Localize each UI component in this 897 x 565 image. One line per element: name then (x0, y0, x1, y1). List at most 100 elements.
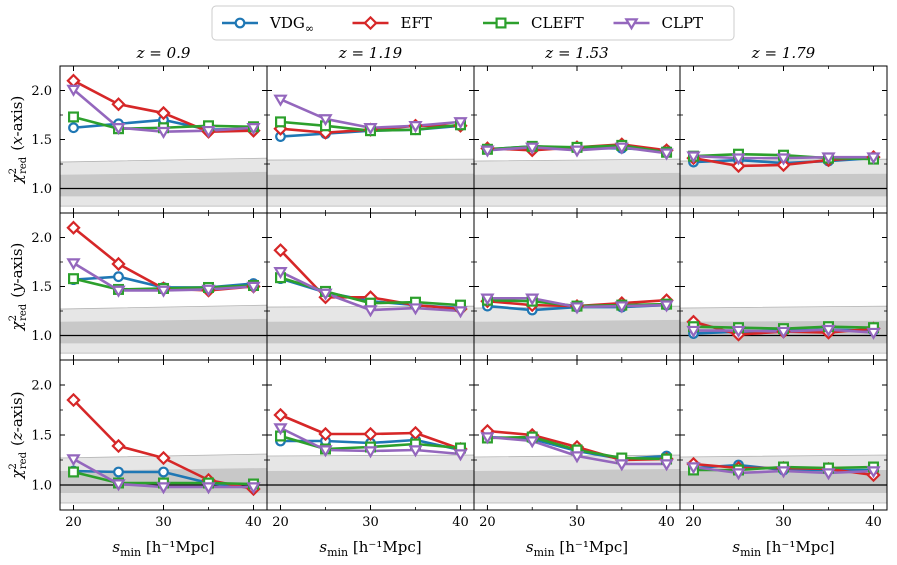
data-point-triangle-down (156, 285, 171, 298)
data-point-square (275, 116, 287, 128)
data-point-triangle-down (408, 121, 423, 134)
data-point-triangle-down (480, 293, 495, 306)
data-point-triangle-down (686, 325, 701, 338)
data-point-triangle-down (111, 479, 126, 492)
panel-r3-c4: 20 30 40 (679, 359, 888, 530)
x-tick-label: 30 (775, 515, 792, 530)
data-point-triangle-down (156, 126, 171, 140)
data-point-triangle-down (776, 326, 791, 339)
data-point-triangle-down (659, 459, 674, 472)
y-tick-label: 1.0 (31, 329, 52, 344)
data-point-triangle-down (525, 436, 540, 449)
data-point-triangle-down (111, 285, 126, 298)
legend-item: CLPT (613, 14, 704, 32)
data-point-triangle-down (821, 468, 836, 481)
data-point-triangle-down (453, 117, 468, 130)
legend-marker-triangle-down (624, 18, 639, 31)
data-point-circle (158, 466, 169, 478)
data-point-diamond (363, 426, 378, 442)
y-tick-label: 1.0 (31, 182, 52, 197)
legend-label: CLEFT (531, 14, 584, 32)
y-tick-label: 2.0 (31, 379, 52, 394)
panel-r3-c2: 20 30 40 (266, 359, 475, 530)
data-point-triangle-down (273, 267, 288, 280)
legend-marker-square (495, 17, 507, 29)
x-tick-label: 40 (865, 515, 882, 530)
data-point-circle (113, 466, 124, 478)
legend-label: CLPT (662, 14, 704, 32)
data-point-triangle-down (66, 454, 81, 467)
data-point-triangle-down (776, 466, 791, 479)
data-point-triangle-down (318, 288, 333, 301)
band-inner (474, 172, 680, 197)
band-inner (267, 320, 474, 344)
data-point-triangle-down (363, 305, 378, 318)
data-point-diamond (111, 438, 126, 454)
x-tick-label: 20 (272, 515, 289, 530)
data-point-diamond (66, 220, 81, 235)
column-title: z = 1.79 (751, 44, 816, 62)
legend-item: EFT (352, 14, 432, 32)
band-inner (267, 173, 474, 197)
x-tick-label: 30 (155, 515, 172, 530)
data-point-triangle-down (66, 258, 81, 271)
data-point-circle (68, 122, 79, 134)
data-point-triangle-down (569, 302, 585, 315)
panel-r1-c3 (473, 65, 681, 214)
data-point-diamond (156, 450, 171, 466)
data-point-diamond (111, 256, 126, 272)
panel-r3-c1: 20 30 40 1.0 1.5 2.0 (31, 359, 268, 530)
data-point-triangle-down (525, 142, 540, 155)
column-titles: z = 0.9 z = 1.19 z = 1.53 z = 1.79 (136, 44, 816, 62)
data-point-square (67, 111, 79, 123)
data-point-square (67, 273, 79, 285)
legend-item: CLEFT (483, 14, 584, 32)
x-axis-label: smin [h⁻¹Mpc] (732, 538, 834, 559)
data-point-triangle-down (821, 152, 836, 165)
data-point-triangle-down (659, 148, 674, 161)
y-tick-label: 1.0 (31, 479, 52, 494)
data-point-triangle-down (686, 462, 701, 475)
data-point-triangle-down (731, 153, 746, 166)
data-point-diamond (273, 243, 288, 258)
data-point-diamond (66, 392, 81, 408)
data-point-triangle-down (453, 306, 468, 319)
x-tick-label: 40 (452, 515, 469, 530)
legend-box (211, 5, 735, 41)
x-axis-label: smin [h⁻¹Mpc] (526, 538, 628, 559)
data-point-triangle-down (111, 122, 126, 136)
data-point-triangle-down (686, 151, 701, 164)
x-tick-label: 20 (685, 515, 702, 530)
data-point-triangle-down (731, 468, 746, 481)
data-point-triangle-down (363, 122, 378, 136)
data-point-triangle-down (614, 301, 629, 314)
data-point-triangle-down (201, 284, 216, 297)
data-point-triangle-down (569, 451, 585, 464)
panel-r2-c4 (679, 212, 888, 361)
data-point-diamond (731, 158, 746, 174)
y-tick-label: 2.0 (31, 84, 52, 99)
band-inner (680, 173, 887, 197)
panel-r1-c2 (266, 65, 475, 214)
y-tick-label: 1.5 (31, 133, 52, 148)
legend-label: VDG∞ (269, 14, 314, 35)
column-title: z = 1.53 (544, 44, 608, 62)
data-point-circle (113, 271, 124, 283)
data-point-triangle-down (866, 327, 881, 340)
data-point-triangle-down (525, 293, 540, 306)
band-inner (680, 470, 887, 493)
panel-grid: 1.01.52.01.01.52.020 30 401.01.52.020 30 40 2… (31, 65, 888, 530)
legend-label: EFT (401, 14, 432, 32)
y-axis-label: χ2red(z-axis) (8, 391, 29, 479)
data-point-triangle-down (363, 446, 378, 459)
data-point-triangle-down (273, 423, 288, 436)
data-point-triangle-down (480, 145, 495, 158)
legend-item: VDG∞ (222, 14, 314, 35)
column-title: z = 0.9 (136, 44, 191, 62)
panel-r1-c4 (679, 65, 888, 214)
x-axis-label: smin [h⁻¹Mpc] (112, 538, 214, 559)
data-point-triangle-down (66, 84, 81, 97)
y-axis-label: χ2red(x-axis) (8, 96, 29, 185)
data-point-triangle-down (659, 300, 674, 313)
band-inner (474, 319, 680, 344)
